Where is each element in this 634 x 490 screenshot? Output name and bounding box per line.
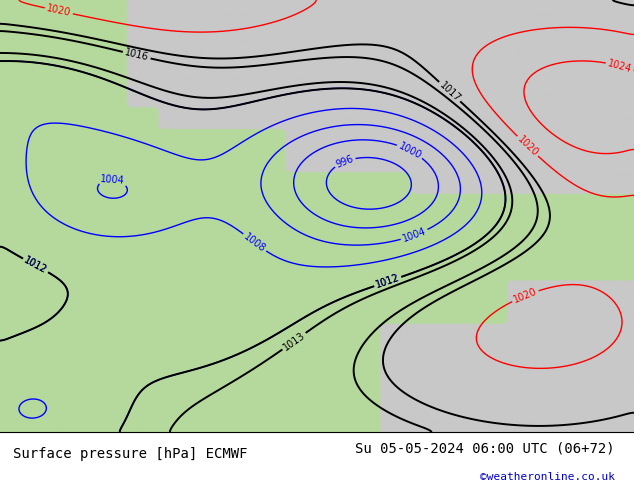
Text: 1020: 1020 <box>512 286 538 305</box>
Text: Su 05-05-2024 06:00 UTC (06+72): Su 05-05-2024 06:00 UTC (06+72) <box>355 441 615 455</box>
Text: 1016: 1016 <box>124 48 150 63</box>
Text: 1004: 1004 <box>100 174 126 186</box>
Text: 1020: 1020 <box>515 134 540 158</box>
Text: 1020: 1020 <box>46 3 72 18</box>
Text: 1013: 1013 <box>281 330 307 352</box>
Text: 1024: 1024 <box>607 58 633 74</box>
Text: 996: 996 <box>334 153 355 170</box>
Text: 1012: 1012 <box>22 255 49 276</box>
Text: ©weatheronline.co.uk: ©weatheronline.co.uk <box>480 472 615 482</box>
Text: 1012: 1012 <box>375 273 401 290</box>
Text: 1017: 1017 <box>437 80 462 104</box>
Text: 1004: 1004 <box>401 226 427 244</box>
Text: Surface pressure [hPa] ECMWF: Surface pressure [hPa] ECMWF <box>13 447 247 461</box>
Text: 1000: 1000 <box>397 141 423 161</box>
Text: 1008: 1008 <box>242 231 268 254</box>
Text: 1012: 1012 <box>375 273 401 290</box>
Text: 1012: 1012 <box>22 255 49 276</box>
